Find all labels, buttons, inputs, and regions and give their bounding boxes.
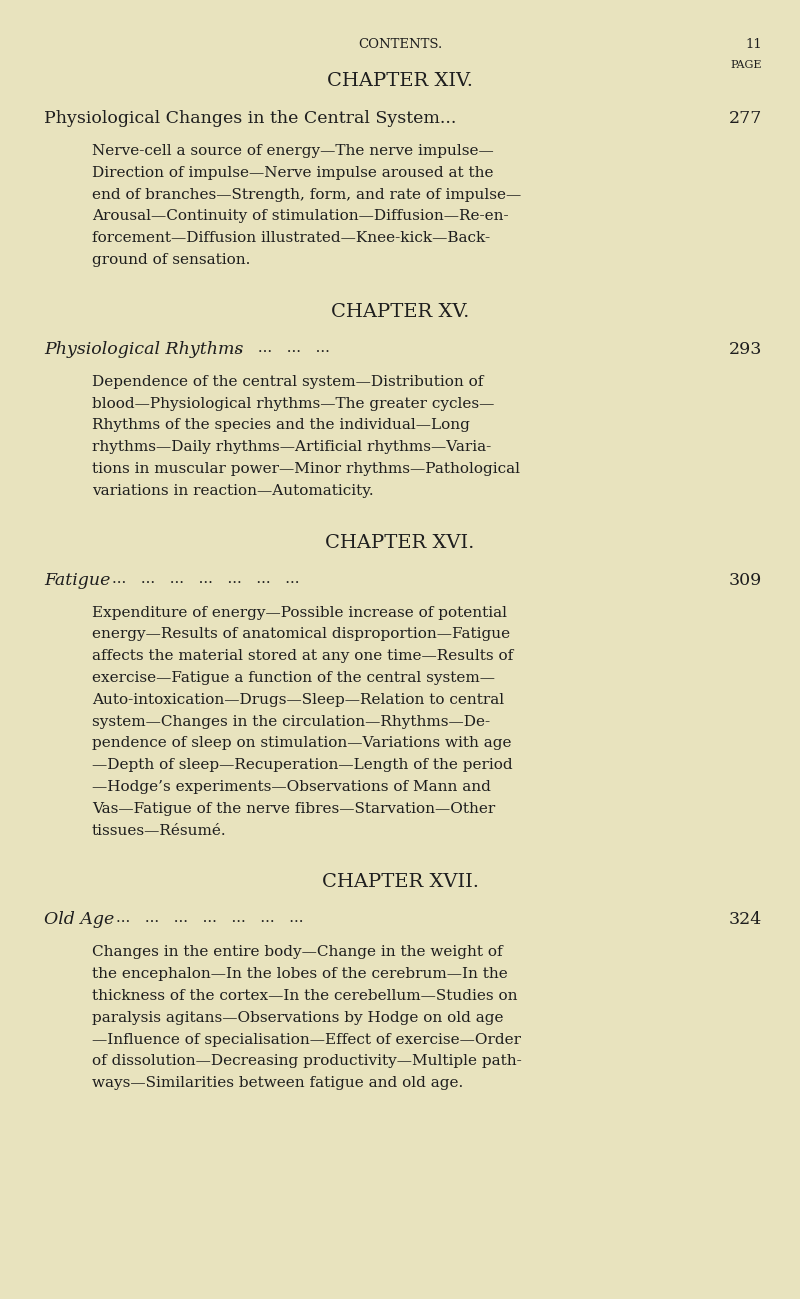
Text: Direction of impulse—Nerve impulse aroused at the: Direction of impulse—Nerve impulse arous…	[92, 166, 494, 179]
Text: energy—Results of anatomical disproportion—Fatigue: energy—Results of anatomical disproporti…	[92, 627, 510, 642]
Text: CHAPTER XVII.: CHAPTER XVII.	[322, 873, 478, 891]
Text: —Depth of sleep—Recuperation—Length of the period: —Depth of sleep—Recuperation—Length of t…	[92, 759, 513, 772]
Text: —Influence of specialisation—Effect of exercise—Order: —Influence of specialisation—Effect of e…	[92, 1033, 521, 1047]
Text: rhythms—Daily rhythms—Artificial rhythms—Varia-: rhythms—Daily rhythms—Artificial rhythms…	[92, 440, 491, 455]
Text: Nerve-cell a source of energy—The nerve impulse—: Nerve-cell a source of energy—The nerve …	[92, 144, 494, 158]
Text: system—Changes in the circulation—Rhythms—De-: system—Changes in the circulation—Rhythm…	[92, 714, 490, 729]
Text: paralysis agitans—Observations by Hodge on old age: paralysis agitans—Observations by Hodge …	[92, 1011, 503, 1025]
Text: the encephalon—In the lobes of the cerebrum—In the: the encephalon—In the lobes of the cereb…	[92, 968, 508, 981]
Text: 11: 11	[746, 38, 762, 51]
Text: 293: 293	[729, 340, 762, 357]
Text: CHAPTER XVI.: CHAPTER XVI.	[326, 534, 474, 552]
Text: ground of sensation.: ground of sensation.	[92, 253, 250, 268]
Text: of dissolution—Decreasing productivity—Multiple path-: of dissolution—Decreasing productivity—M…	[92, 1055, 522, 1068]
Text: Dependence of the central system—Distribution of: Dependence of the central system—Distrib…	[92, 375, 483, 388]
Text: Physiological Changes in the Central System...: Physiological Changes in the Central Sys…	[44, 110, 456, 127]
Text: forcement—Diffusion illustrated—Knee-kick—Back-: forcement—Diffusion illustrated—Knee-kic…	[92, 231, 490, 246]
Text: ways—Similarities between fatigue and old age.: ways—Similarities between fatigue and ol…	[92, 1076, 463, 1090]
Text: PAGE: PAGE	[730, 60, 762, 70]
Text: ...   ...   ...   ...   ...   ...   ...: ... ... ... ... ... ... ...	[116, 912, 303, 925]
Text: —Hodge’s experiments—Observations of Mann and: —Hodge’s experiments—Observations of Man…	[92, 779, 491, 794]
Text: ...   ...   ...   ...: ... ... ... ...	[229, 340, 330, 355]
Text: Changes in the entire body—Change in the weight of: Changes in the entire body—Change in the…	[92, 946, 502, 960]
Text: end of branches—Strength, form, and rate of impulse—: end of branches—Strength, form, and rate…	[92, 187, 522, 201]
Text: Auto-intoxication—Drugs—Sleep—Relation to central: Auto-intoxication—Drugs—Sleep—Relation t…	[92, 692, 504, 707]
Text: ...   ...   ...   ...   ...   ...   ...: ... ... ... ... ... ... ...	[112, 572, 299, 586]
Text: pendence of sleep on stimulation—Variations with age: pendence of sleep on stimulation—Variati…	[92, 737, 511, 751]
Text: CHAPTER XV.: CHAPTER XV.	[331, 303, 469, 321]
Text: variations in reaction—Automaticity.: variations in reaction—Automaticity.	[92, 483, 374, 498]
Text: Vas—Fatigue of the nerve fibres—Starvation—Other: Vas—Fatigue of the nerve fibres—Starvati…	[92, 801, 495, 816]
Text: blood—Physiological rhythms—The greater cycles—: blood—Physiological rhythms—The greater …	[92, 396, 494, 410]
Text: Rhythms of the species and the individual—Long: Rhythms of the species and the individua…	[92, 418, 470, 433]
Text: 324: 324	[729, 912, 762, 929]
Text: Fatigue: Fatigue	[44, 572, 110, 588]
Text: 277: 277	[729, 110, 762, 127]
Text: tissues—Résumé.: tissues—Résumé.	[92, 824, 226, 838]
Text: CONTENTS.: CONTENTS.	[358, 38, 442, 51]
Text: tions in muscular power—Minor rhythms—Pathological: tions in muscular power—Minor rhythms—Pa…	[92, 462, 520, 475]
Text: Physiological Rhythms: Physiological Rhythms	[44, 340, 243, 357]
Text: Old Age: Old Age	[44, 912, 114, 929]
Text: Expenditure of energy—Possible increase of potential: Expenditure of energy—Possible increase …	[92, 605, 507, 620]
Text: Arousal—Continuity of stimulation—Diffusion—Re-en-: Arousal—Continuity of stimulation—Diffus…	[92, 209, 509, 223]
Text: 309: 309	[729, 572, 762, 588]
Text: CHAPTER XIV.: CHAPTER XIV.	[327, 71, 473, 90]
Text: thickness of the cortex—In the cerebellum—Studies on: thickness of the cortex—In the cerebellu…	[92, 989, 518, 1003]
Text: exercise—Fatigue a function of the central system—: exercise—Fatigue a function of the centr…	[92, 672, 495, 685]
Text: affects the material stored at any one time—Results of: affects the material stored at any one t…	[92, 650, 514, 664]
